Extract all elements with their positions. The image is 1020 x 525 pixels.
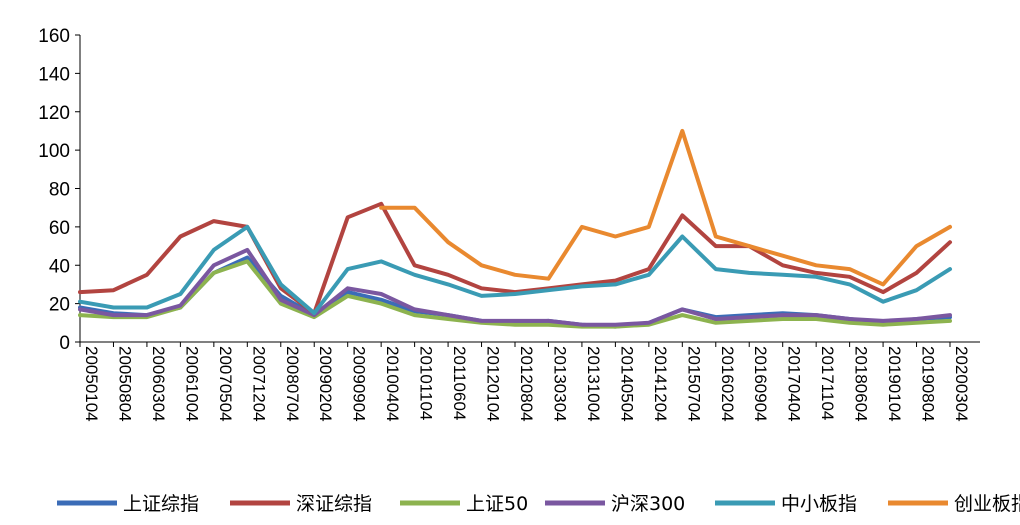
series-layer [78, 128, 952, 329]
x-tick-label: 20071204 [249, 346, 268, 422]
x-tick-label: 20120104 [484, 346, 503, 422]
x-tick-label: 20131004 [584, 346, 603, 422]
x-tick-label: 20190104 [885, 346, 904, 422]
x-tick-label: 20160204 [718, 346, 737, 422]
x-tick-label: 20141204 [651, 346, 670, 422]
x-tick-label: 20090904 [350, 346, 369, 422]
x-tick-label: 20170404 [785, 346, 804, 422]
legend-label-1: 深证综指 [296, 493, 372, 515]
x-tick-label: 20070504 [216, 346, 235, 422]
x-tick-label: 20060304 [149, 346, 168, 422]
legend: 上证综指 深证综指 上证50 沪深300 中小板指 创业板指 [57, 493, 1020, 515]
x-tick-label: 20080704 [283, 346, 302, 422]
x-tick-label: 20061004 [182, 346, 201, 422]
legend-label-0: 上证综指 [123, 493, 199, 515]
x-tick-label: 20171104 [818, 346, 837, 420]
y-tick-label: 60 [49, 218, 70, 239]
series-line-3 [78, 247, 952, 327]
y-tick-label: 120 [38, 103, 70, 124]
x-tick-label: 20101104 [417, 346, 436, 420]
x-tick-label: 20150704 [684, 346, 703, 422]
y-tick-label: 140 [38, 64, 70, 85]
x-tick-label: 20130304 [550, 346, 569, 422]
legend-label-3: 沪深300 [611, 493, 685, 515]
x-tick-label: 20180604 [852, 346, 871, 422]
y-tick-label: 0 [59, 333, 70, 354]
x-tick-label: 20120804 [517, 346, 536, 422]
legend-label-2: 上证50 [466, 493, 528, 515]
series-line-2 [78, 259, 952, 329]
x-tick-label: 20100404 [383, 346, 402, 422]
x-axis: 20050104 20050804 20060304 20061004 20070504… [79, 341, 980, 422]
y-tick-label: 160 [38, 26, 70, 47]
x-tick-label: 20090204 [316, 346, 335, 422]
legend-label-4: 中小板指 [781, 493, 857, 515]
y-axis: 0 20 40 60 80 100 120 140 160 [38, 26, 81, 354]
y-tick-label: 20 [49, 295, 70, 316]
legend-label-5: 创业板指 [954, 493, 1020, 515]
x-tick-label: 20200304 [952, 346, 971, 422]
series-line-4 [78, 224, 952, 316]
x-tick-label: 20160904 [751, 346, 770, 422]
x-tick-label: 20050804 [115, 346, 134, 422]
x-tick-label: 20110604 [450, 346, 469, 420]
series-line-1 [78, 201, 952, 316]
x-tick-label: 20050104 [82, 346, 101, 422]
y-tick-label: 40 [49, 256, 70, 277]
series-line-5 [379, 128, 952, 287]
x-tick-label: 20140504 [617, 346, 636, 422]
y-tick-label: 80 [49, 180, 70, 201]
x-tick-label: 20190804 [919, 346, 938, 422]
y-tick-label: 100 [38, 141, 70, 162]
